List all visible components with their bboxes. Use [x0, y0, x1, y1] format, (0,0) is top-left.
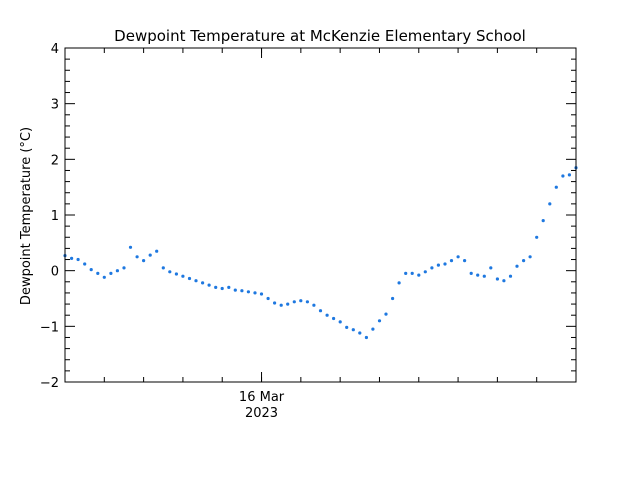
- x-tick-label-year: 2023: [245, 406, 278, 421]
- y-tick-label: 3: [51, 98, 59, 113]
- data-point: [364, 335, 368, 340]
- data-point: [371, 327, 375, 331]
- data-point: [148, 253, 152, 257]
- data-point: [332, 316, 336, 321]
- data-point: [345, 325, 349, 329]
- data-point: [181, 274, 185, 278]
- data-point: [70, 256, 74, 260]
- y-tick-label: −1: [40, 320, 59, 335]
- data-point: [305, 300, 309, 304]
- data-point: [83, 262, 87, 266]
- data-point: [246, 290, 250, 294]
- chart-title: Dewpoint Temperature at McKenzie Element…: [114, 27, 526, 45]
- data-point: [102, 275, 106, 279]
- data-point: [404, 271, 408, 275]
- data-point: [463, 259, 467, 263]
- y-tick-label: 2: [51, 153, 59, 168]
- data-point: [168, 270, 172, 274]
- data-point: [115, 269, 119, 273]
- data-point: [522, 259, 526, 263]
- data-point: [227, 285, 231, 289]
- data-point: [377, 319, 382, 323]
- data-point: [273, 301, 277, 305]
- data-point: [299, 299, 303, 303]
- data-point: [528, 255, 532, 259]
- data-point: [515, 264, 519, 268]
- data-point: [417, 273, 421, 277]
- data-point: [482, 274, 486, 278]
- data-point: [548, 202, 552, 206]
- data-point: [502, 279, 506, 283]
- data-point: [233, 288, 237, 292]
- data-point: [423, 270, 427, 274]
- data-point: [338, 320, 342, 324]
- data-point: [358, 331, 362, 335]
- data-point: [410, 271, 414, 275]
- data-point: [122, 266, 126, 270]
- data-point: [187, 276, 192, 281]
- data-point: [253, 291, 257, 295]
- data-point: [207, 283, 211, 287]
- data-point: [161, 266, 165, 270]
- data-point: [436, 263, 440, 267]
- data-point: [430, 266, 434, 270]
- data-point: [76, 257, 80, 262]
- data-point: [128, 245, 133, 249]
- data-point: [286, 302, 290, 306]
- data-point: [449, 259, 454, 263]
- data-point: [201, 281, 205, 285]
- y-tick-label: 1: [51, 209, 59, 224]
- data-point: [443, 262, 447, 266]
- plot-frame: [64, 47, 577, 383]
- data-point: [174, 272, 178, 276]
- data-point: [397, 281, 401, 285]
- data-point: [456, 255, 460, 259]
- data-point: [391, 296, 395, 301]
- y-tick-label: 4: [51, 42, 59, 57]
- data-point: [476, 273, 480, 277]
- data-point: [96, 271, 100, 275]
- data-point: [89, 268, 93, 272]
- data-point: [220, 286, 224, 291]
- data-point: [109, 271, 113, 275]
- data-point: [142, 259, 146, 263]
- data-point: [495, 277, 499, 281]
- data-point: [325, 313, 329, 317]
- data-point: [259, 292, 264, 296]
- data-point: [508, 274, 513, 278]
- data-points: [63, 166, 578, 340]
- data-point: [214, 285, 218, 289]
- data-point: [240, 289, 244, 293]
- data-point: [561, 174, 565, 178]
- data-point: [155, 249, 159, 253]
- data-point: [489, 266, 493, 270]
- y-axis-ticks: −2 −1 0 1 2 3 4: [40, 42, 576, 391]
- y-tick-label: −2: [40, 376, 59, 391]
- data-point: [535, 235, 539, 239]
- data-point: [312, 303, 316, 307]
- y-axis-label: Dewpoint Temperature (°C): [19, 127, 34, 305]
- data-point: [351, 328, 355, 332]
- data-point: [384, 312, 388, 316]
- data-point: [541, 219, 545, 223]
- data-point: [469, 271, 473, 275]
- data-point: [194, 279, 198, 283]
- data-point: [292, 300, 296, 304]
- data-point: [279, 303, 283, 307]
- data-point: [266, 296, 270, 301]
- x-tick-label-date: 16 Mar: [239, 390, 285, 405]
- data-point: [567, 173, 572, 177]
- data-point: [318, 309, 323, 313]
- y-tick-label: 0: [51, 265, 59, 280]
- data-point: [554, 185, 558, 189]
- data-point: [135, 255, 139, 259]
